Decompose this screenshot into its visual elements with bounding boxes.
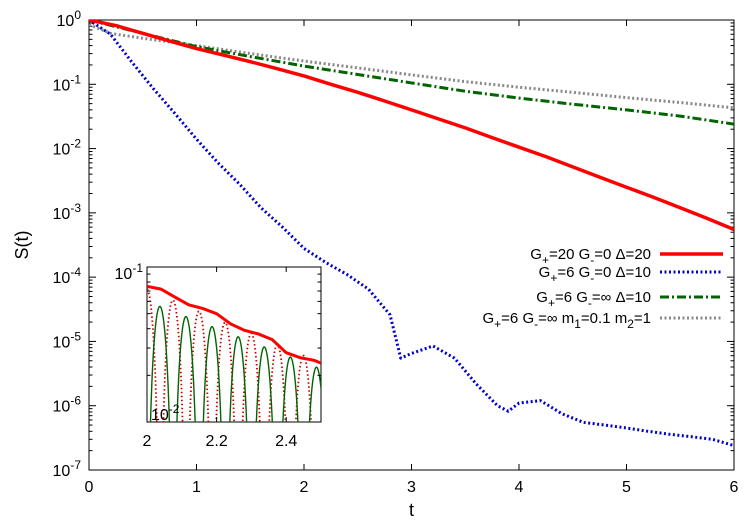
series-line-1 [89, 20, 734, 232]
inset-plot: 2 2.2 2.4 10-1 10-2 [115, 261, 322, 450]
series-line-4 [89, 23, 734, 110]
x-tick-label: 6 [730, 479, 739, 496]
x-tick-label: 0 [85, 479, 94, 496]
inset-x-tick-label: 2 [143, 433, 152, 450]
legend-label-3: G+=6 G-=∞ Δ=10 [536, 289, 651, 310]
legend: G+=20 G-=0 Δ=20G+=6 G-=0 Δ=10 G+=6 G-=∞ Δ… [482, 246, 723, 331]
x-tick-label: 5 [622, 479, 631, 496]
series-line-2 [89, 20, 734, 448]
inset-envelope [147, 284, 321, 365]
inset-frame [146, 266, 322, 423]
y-tick-label: 10-2 [53, 137, 82, 159]
y-tick-label: 100 [57, 8, 82, 30]
legend-label-2: G+=6 G-=0 Δ=10 [539, 264, 651, 285]
legend-label-1: G+=20 G-=0 Δ=20 [530, 246, 651, 267]
y-tick-label: 10-5 [53, 329, 82, 351]
main-plot: 0 1 2 3 4 5 6 100 10-1 10-2 10-3 10-4 10-5 10-6 10-7 t S… [12, 8, 739, 520]
inset-series-group [147, 284, 321, 422]
x-tick-label: 4 [515, 479, 524, 496]
y-tick-label: 10-4 [53, 265, 82, 287]
inset-y-tick-label: 10-2 [151, 402, 180, 424]
legend-label-4: G+=6 G-=∞ m1=0.1 m2=1 [482, 310, 651, 331]
y-tick-label: 10-6 [53, 394, 82, 416]
series-group [89, 20, 734, 448]
inset-x-tick-label: 2.4 [275, 433, 297, 450]
inset-oscillation-2 [149, 305, 321, 422]
series-line-3 [89, 20, 734, 126]
inset-y-tick-label: 10-1 [115, 261, 144, 283]
x-axis-label: t [409, 500, 414, 520]
y-tick-label: 10-3 [53, 201, 82, 223]
inset-x-tick-label: 2.2 [205, 433, 227, 450]
x-tick-label: 3 [407, 479, 416, 496]
y-axis-label: S(t) [12, 231, 32, 260]
y-tick-label: 10-7 [53, 458, 82, 480]
x-tick-label: 1 [192, 479, 201, 496]
x-tick-label: 2 [300, 479, 309, 496]
y-tick-label: 10-1 [53, 72, 82, 94]
